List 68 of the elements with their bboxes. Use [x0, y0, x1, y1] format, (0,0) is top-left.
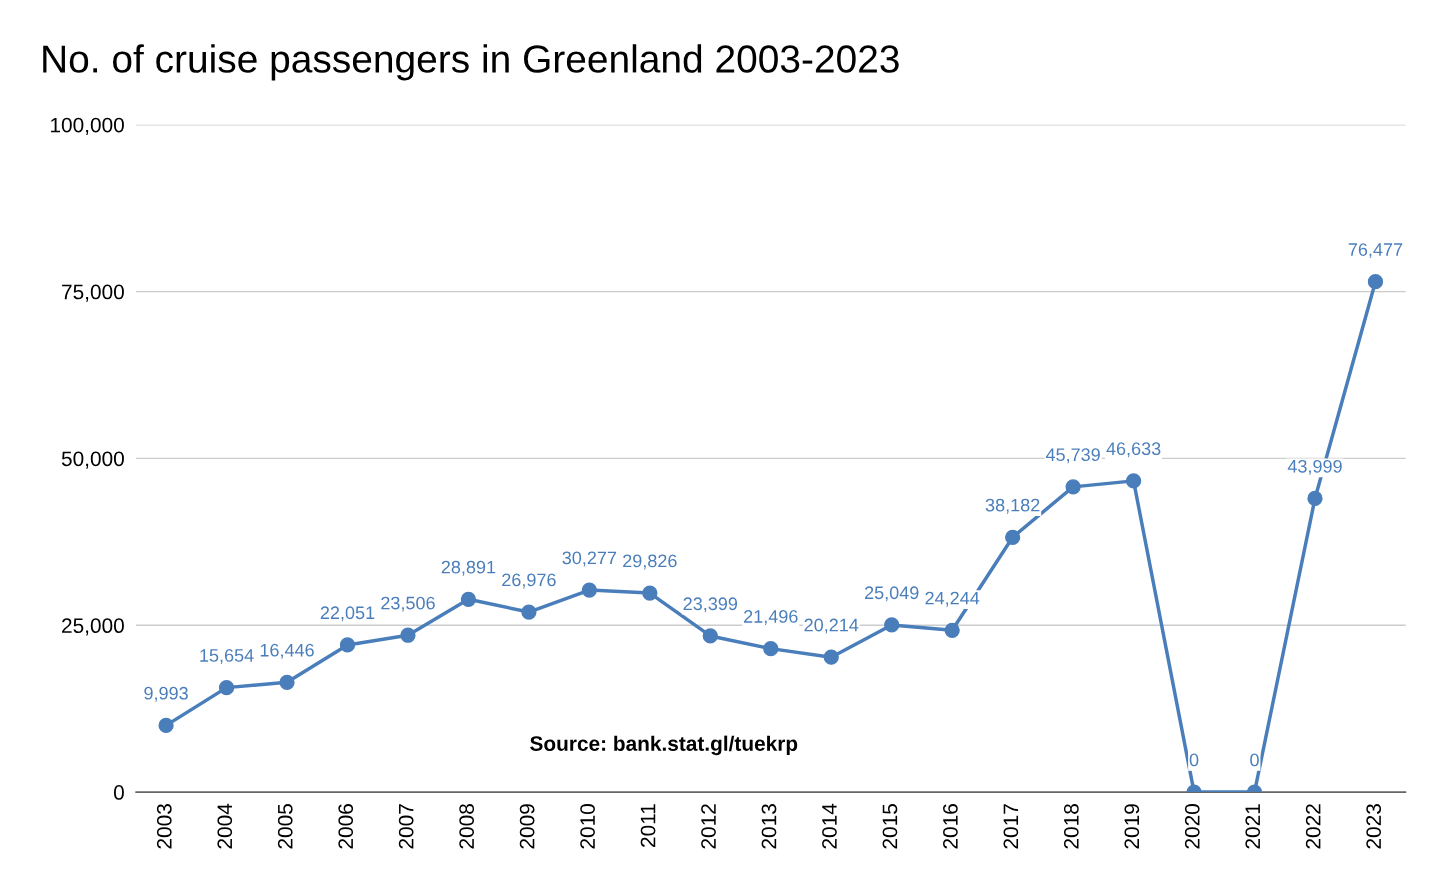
x-tick-label: 2018: [1063, 804, 1079, 849]
data-label: 0: [1250, 753, 1259, 767]
data-label: 30,277: [562, 551, 617, 567]
data-label: 38,182: [985, 498, 1040, 514]
point: [218, 679, 235, 696]
data-label: 16,446: [260, 643, 314, 659]
chart-title: No. of cruise passengers in Greenland 2003-2023: [43, 44, 899, 81]
point: [279, 674, 295, 690]
x-tick-label: 2013: [761, 804, 777, 849]
data-label: 26,976: [502, 573, 556, 589]
x-tick-label: 2021: [1245, 804, 1261, 849]
data-label: 28,891: [441, 560, 496, 576]
point: [763, 641, 779, 657]
data-label: 25,049: [865, 586, 919, 602]
point: [884, 617, 900, 633]
x-tick-label: 2003: [156, 804, 172, 849]
point: [400, 627, 416, 643]
y-tick-label: 25,000: [62, 618, 124, 636]
data-label: 0: [1189, 753, 1199, 767]
y-tick-label: 75,000: [62, 284, 124, 302]
point: [460, 591, 477, 607]
x-tick-label: 2016: [943, 804, 958, 849]
x-tick-label: 2019: [1124, 804, 1140, 849]
point: [1065, 479, 1081, 495]
point: [944, 622, 960, 638]
data-label: 29,826: [623, 554, 677, 570]
y-tick-label: 0: [113, 785, 124, 800]
point: [158, 717, 174, 734]
x-tick-label: 2012: [701, 804, 716, 849]
point: [581, 582, 598, 598]
x-tick-label: 2023: [1366, 804, 1382, 849]
y-tick-label: 100,000: [51, 117, 124, 135]
x-tick-label: 2006: [338, 804, 354, 849]
x-tick-label: 2008: [459, 804, 475, 849]
x-tick-label: 2022: [1305, 804, 1321, 849]
point: [1307, 490, 1323, 507]
point: [1367, 274, 1384, 290]
y-tick-label: 50,000: [61, 451, 124, 469]
point: [339, 637, 356, 653]
x-tick-label: 2017: [1003, 804, 1019, 849]
data-label: 45,739: [1045, 448, 1100, 464]
data-label: 23,506: [381, 596, 435, 612]
x-tick-label: 2011: [640, 804, 656, 847]
x-tick-label: 2004: [217, 803, 233, 849]
data-label: 43,999: [1287, 459, 1342, 475]
data-label: 24,244: [925, 591, 980, 607]
data-label: 21,496: [744, 610, 798, 625]
x-tick-label: 2007: [398, 804, 414, 849]
x-tick-label: 2005: [277, 804, 293, 849]
data-label: 15,654: [200, 649, 254, 664]
x-tick-label: 2009: [519, 804, 535, 849]
point: [823, 649, 839, 665]
data-label: 23,399: [683, 597, 738, 613]
annotation: Source: bank.stat.gl/tuekrp: [530, 735, 798, 756]
data-label: 46,633: [1106, 442, 1161, 458]
data-label: 9,993: [144, 686, 188, 702]
x-tick-label: 2014: [822, 803, 837, 849]
data-label: 20,214: [804, 618, 859, 634]
x-tick-label: 2020: [1184, 804, 1200, 849]
point: [702, 628, 718, 644]
x-tick-label: 2010: [580, 804, 595, 849]
point: [1125, 473, 1142, 489]
point: [642, 585, 658, 601]
point: [521, 604, 537, 620]
data-label: 22,051: [320, 606, 375, 622]
x-tick-label: 2015: [882, 804, 898, 849]
point: [1005, 529, 1021, 545]
data-label: 76,477: [1348, 243, 1403, 259]
